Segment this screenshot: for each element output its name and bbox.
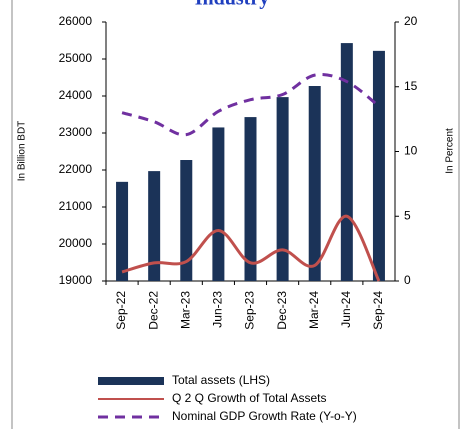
line — [121, 72, 380, 137]
chart-title: Industry — [195, 0, 269, 10]
x-tick-label: Jun-24 — [339, 291, 353, 328]
bar — [180, 160, 193, 281]
y-tick-label: 19000 — [59, 273, 93, 287]
x-tick-label: Dec-22 — [146, 291, 160, 330]
legend-label: Nominal GDP Growth Rate (Y-o-Y) — [172, 409, 357, 423]
x-tick-label: Sep-22 — [114, 291, 128, 330]
legend-label: Q 2 Q Growth of Total Assets — [172, 391, 327, 405]
x-tick-label: Sep-24 — [371, 291, 385, 330]
bar — [308, 86, 321, 281]
y2-tick-label: 20 — [404, 14, 418, 28]
y2-tick-label: 0 — [404, 273, 411, 287]
y2-tick-label: 10 — [404, 144, 418, 158]
y-tick-label: 26000 — [59, 14, 93, 28]
bar — [372, 50, 385, 281]
x-tick-label: Jun-23 — [211, 291, 225, 328]
y-tick-label: 20000 — [59, 236, 93, 250]
y-tick-label: 24000 — [59, 88, 93, 102]
x-tick-label: Mar-23 — [178, 291, 192, 329]
y2-tick-label: 15 — [404, 79, 418, 93]
bar — [212, 127, 225, 281]
legend-label: Total assets (LHS) — [172, 373, 270, 387]
y-tick-label: 21000 — [59, 199, 93, 213]
y-tick-label: 25000 — [59, 51, 93, 65]
bar — [244, 117, 257, 281]
y-axis-label: In Billion BDT — [17, 121, 28, 182]
frame — [11, 0, 460, 429]
x-tick-label: Mar-24 — [307, 291, 321, 329]
legend-swatch — [98, 377, 164, 385]
y-tick-label: 22000 — [59, 162, 93, 176]
bar — [116, 181, 129, 281]
y2-axis-label: In Percent — [445, 128, 456, 174]
x-tick-label: Sep-23 — [243, 291, 257, 330]
bar — [340, 43, 353, 282]
x-tick-label: Dec-23 — [275, 291, 289, 330]
line — [121, 214, 381, 282]
bar — [148, 171, 161, 281]
y-tick-label: 23000 — [59, 125, 93, 139]
y2-tick-label: 5 — [404, 208, 411, 222]
bar — [276, 97, 289, 281]
